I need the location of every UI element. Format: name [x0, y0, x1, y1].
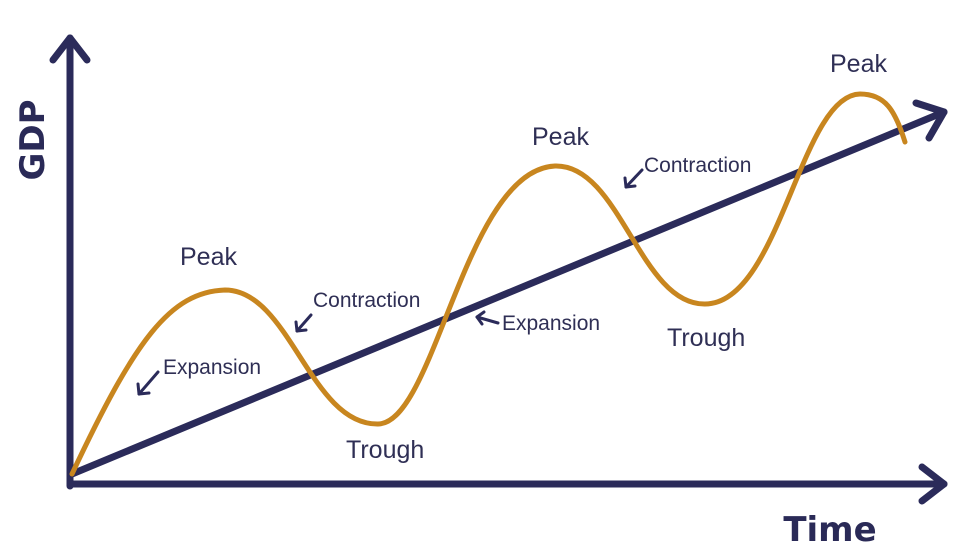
peak-label-2: Peak [532, 123, 589, 151]
contraction-arrow-2 [623, 168, 644, 189]
x-axis-title: Time [783, 510, 876, 550]
contraction-label-2: Contraction [644, 154, 751, 177]
expansion-label-2: Expansion [502, 312, 600, 335]
contraction-label-1: Contraction [313, 289, 420, 312]
trend-line-group [68, 99, 948, 478]
y-axis-arrowhead [49, 34, 91, 64]
peak-label-1: Peak [180, 243, 237, 271]
trough-label-1: Trough [346, 436, 424, 464]
axes [49, 34, 948, 505]
trough-label-2: Trough [667, 324, 745, 352]
business-cycle-curve [69, 91, 908, 477]
x-axis-arrowhead [918, 463, 948, 505]
expansion-label-1: Expansion [163, 356, 261, 379]
y-axis-title: GDP [13, 99, 53, 180]
pointer-arrows [136, 168, 644, 396]
peak-label-3: Peak [830, 50, 887, 78]
trend-line-arrowhead [912, 99, 948, 142]
contraction-arrow-1 [294, 313, 313, 333]
expansion-arrow-2 [475, 310, 500, 326]
expansion-arrow-1 [136, 370, 160, 396]
